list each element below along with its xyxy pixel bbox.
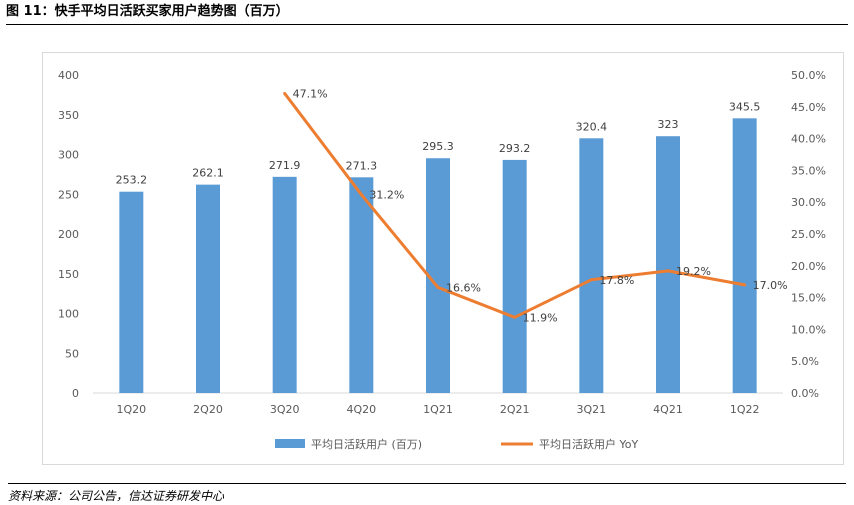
bar-value-label: 262.1 (192, 167, 224, 180)
y-left-tick-label: 400 (58, 69, 79, 82)
y-left-tick-label: 300 (58, 149, 79, 162)
y-right-tick-label: 0.0% (791, 387, 819, 400)
yoy-value-label: 11.9% (523, 311, 558, 324)
yoy-point-4Q20 (359, 193, 363, 197)
yoy-point-3Q20 (283, 91, 287, 95)
yoy-value-label: 31.2% (369, 189, 404, 202)
figure-title: 图 11：快手平均日活跃买家用户趋势图（百万） (6, 2, 848, 25)
y-right-tick-label: 20.0% (791, 260, 826, 273)
yoy-value-label: 16.6% (446, 281, 481, 294)
y-right-tick-label: 30.0% (791, 196, 826, 209)
bar-value-label: 253.2 (116, 174, 148, 187)
x-tick-label: 2Q21 (500, 403, 530, 416)
y-left-tick-label: 150 (58, 268, 79, 281)
y-left-tick-label: 50 (65, 347, 79, 360)
legend-line-label: 平均日活跃用户 YoY (539, 437, 638, 451)
y-left-tick-label: 100 (58, 308, 79, 321)
yoy-value-label: 17.8% (599, 274, 634, 287)
bar-value-label: 295.3 (422, 140, 454, 153)
x-tick-label: 4Q21 (653, 403, 683, 416)
bar-value-label: 320.4 (576, 120, 608, 133)
y-left-tick-label: 250 (58, 188, 79, 201)
x-tick-label: 3Q21 (577, 403, 607, 416)
y-right-tick-label: 15.0% (791, 292, 826, 305)
chart-frame: 0 50 100 150 200 250 300 350 400 0.0% 5.0% 10.0% 15.… (42, 52, 844, 465)
y-right-tick-label: 10.0% (791, 323, 826, 336)
legend-bar-swatch (275, 439, 305, 448)
y-right-tick-label: 35.0% (791, 164, 826, 177)
bar-value-label: 345.5 (729, 100, 761, 113)
y-right-tick-label: 50.0% (791, 69, 826, 82)
yoy-value-label: 17.0% (753, 279, 788, 292)
yoy-point-2Q21 (513, 315, 517, 319)
legend-bar-label: 平均日活跃用户 (百万) (311, 437, 422, 451)
y-left-tick-label: 350 (58, 109, 79, 122)
bar-4Q21 (656, 136, 680, 393)
yoy-point-3Q21 (589, 278, 593, 282)
combo-chart: 0 50 100 150 200 250 300 350 400 0.0% 5.0% 10.0% 15.… (58, 69, 826, 451)
y-right-tick-label: 40.0% (791, 133, 826, 146)
yoy-value-label: 47.1% (293, 87, 328, 100)
yoy-point-4Q21 (666, 269, 670, 273)
x-tick-label: 4Q20 (347, 403, 377, 416)
yoy-point-1Q21 (436, 285, 440, 289)
bar-value-label: 323 (658, 118, 679, 131)
source-note: 资料来源：公司公告，信达证券研发中心 (8, 483, 846, 504)
y-left-tick-label: 0 (72, 387, 79, 400)
bar-value-label: 271.9 (269, 159, 301, 172)
bar-3Q20 (272, 176, 297, 393)
bar-2Q20 (196, 184, 220, 393)
bar-3Q21 (579, 138, 604, 393)
bar-value-label: 293.2 (499, 142, 530, 155)
x-tick-label: 3Q20 (270, 403, 300, 416)
y-right-tick-label: 45.0% (791, 101, 826, 114)
y-right-tick-label: 5.0% (791, 355, 819, 368)
bar-4Q20 (349, 177, 374, 393)
bar-1Q22 (732, 118, 757, 393)
yoy-point-1Q22 (743, 283, 747, 287)
y-left-tick-label: 200 (58, 228, 79, 241)
x-tick-label: 1Q21 (423, 403, 453, 416)
x-tick-label: 1Q22 (730, 403, 760, 416)
bar-value-label: 271.3 (346, 159, 378, 172)
x-tick-label: 2Q20 (193, 403, 223, 416)
x-tick-label: 1Q20 (117, 403, 147, 416)
bar-2Q21 (502, 159, 527, 393)
bar-1Q20 (119, 191, 144, 393)
yoy-value-label: 19.2% (676, 265, 711, 278)
y-right-tick-label: 25.0% (791, 228, 826, 241)
